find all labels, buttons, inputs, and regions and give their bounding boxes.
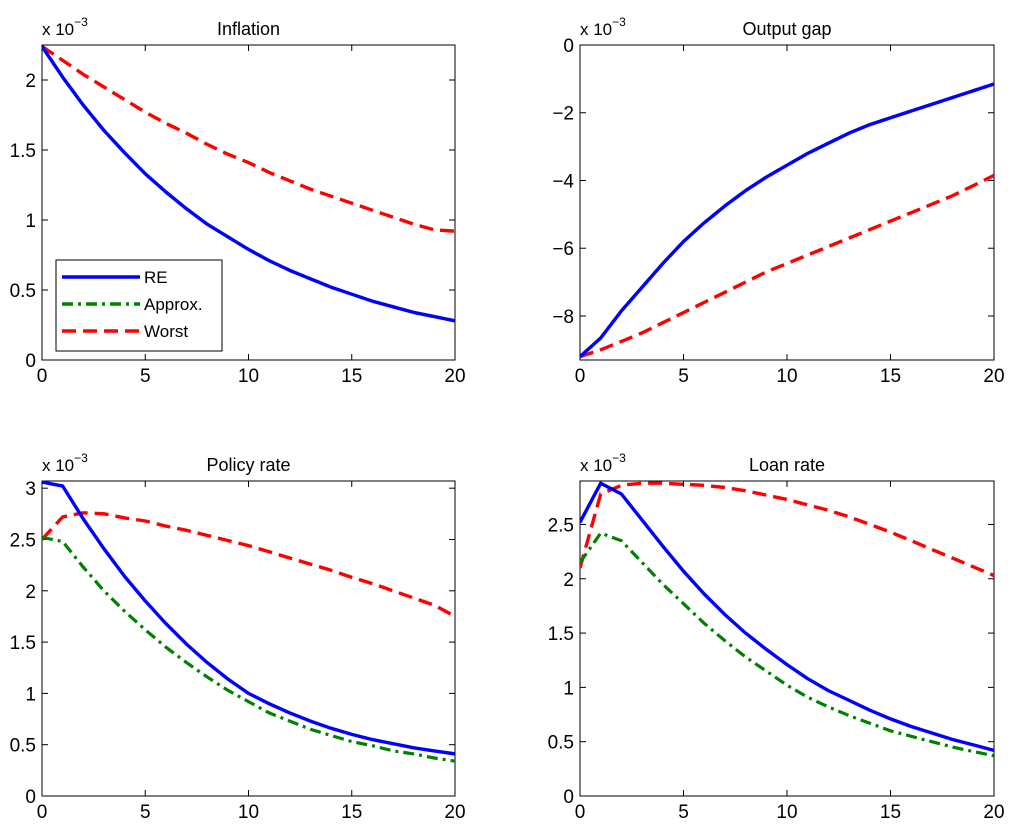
series-layer: [580, 82, 994, 359]
series-line-re: [580, 82, 994, 358]
plot-frame: [579, 480, 995, 797]
y-tick-label: 0: [25, 351, 36, 372]
chart-panel-inflation: 0 5 10 15 20 0 0.5 1 1.5 2 Inflation x 10−3 RE Approx…: [10, 15, 466, 387]
x-tick-label: 5: [678, 366, 689, 387]
x-tick-label: 15: [880, 802, 901, 823]
y-tick-label: 3: [25, 479, 36, 500]
x-tick-label: 5: [140, 366, 151, 387]
series-line-re: [580, 481, 994, 753]
y-tick-label: 1: [563, 678, 574, 699]
y-tick-label: 2: [25, 71, 36, 92]
series-line-approx: [42, 535, 455, 763]
series-line-worst: [42, 511, 455, 618]
y-tick-label: 0: [25, 787, 36, 808]
legend: RE Approx. Worst: [55, 259, 223, 352]
x-tick-label: 20: [983, 802, 1004, 823]
x-tick-label: 0: [37, 802, 48, 823]
y-scale-multiplier: x 10−3: [42, 451, 88, 475]
legend-label: Worst: [144, 322, 188, 341]
x-tick-label: 10: [776, 802, 797, 823]
series-line-re: [42, 480, 455, 756]
y-tick-label: −2: [552, 104, 574, 125]
chart-title: Loan rate: [749, 455, 825, 475]
series-layer: [42, 480, 455, 763]
chart-panel-loan-rate: 0 5 10 15 20 0 0.5 1 1.5 2 2.5 Loan rate x 10−3: [548, 451, 1005, 823]
y-tick-label: 2.5: [10, 530, 36, 551]
series-layer: [42, 44, 455, 323]
x-tick-label: 15: [341, 802, 362, 823]
series-line-worst: [580, 481, 994, 578]
chart-title: Inflation: [217, 19, 280, 39]
y-tick-label: 2: [563, 570, 574, 591]
x-tick-label: 5: [140, 802, 151, 823]
chart-panel-output-gap: 0 5 10 15 20 −8 −6 −4 −2 0 Output gap x 10−3: [552, 15, 1004, 387]
series-line-worst: [580, 173, 994, 359]
y-tick-label: 2.5: [548, 515, 574, 536]
chart-title: Output gap: [742, 19, 831, 39]
x-tick-label: 0: [575, 802, 586, 823]
y-scale-multiplier: x 10−3: [42, 15, 88, 39]
x-tick-label: 0: [37, 366, 48, 387]
plot-frame: [41, 480, 456, 797]
chart-panel-policy-rate: 0 5 10 15 20 0 0.5 1 1.5 2 2.5 3 Policy rate x 10−3: [10, 451, 466, 823]
y-scale-multiplier: x 10−3: [580, 15, 626, 39]
series-line-re: [42, 45, 455, 323]
x-tick-label: 0: [575, 366, 586, 387]
chart-title: Policy rate: [206, 455, 290, 475]
y-tick-label: 1.5: [548, 624, 574, 645]
y-tick-label: 0.5: [10, 736, 36, 757]
y-tick-label: 2: [25, 582, 36, 603]
series-line-approx: [580, 531, 994, 758]
y-tick-label: −6: [552, 239, 574, 260]
y-tick-label: 0: [563, 36, 574, 57]
x-tick-label: 5: [678, 802, 689, 823]
series-layer: [580, 481, 994, 758]
y-tick-label: 1: [25, 684, 36, 705]
x-tick-label: 20: [444, 802, 465, 823]
x-tick-label: 10: [238, 366, 259, 387]
y-scale-multiplier: x 10−3: [580, 451, 626, 475]
y-tick-label: 1.5: [10, 633, 36, 654]
legend-label: Approx.: [144, 295, 203, 314]
y-tick-label: 0: [563, 787, 574, 808]
x-tick-label: 15: [341, 366, 362, 387]
series-line-approx: [580, 82, 994, 358]
y-tick-label: −8: [552, 307, 574, 328]
x-tick-label: 10: [238, 802, 259, 823]
y-tick-label: 0.5: [10, 281, 36, 302]
y-tick-label: 1.5: [10, 141, 36, 162]
y-tick-label: 0.5: [548, 733, 574, 754]
x-tick-label: 20: [444, 366, 465, 387]
legend-label: RE: [144, 268, 168, 287]
x-tick-label: 15: [880, 366, 901, 387]
y-tick-label: 1: [25, 211, 36, 232]
series-line-worst: [42, 44, 455, 233]
y-tick-label: −4: [552, 171, 574, 192]
x-tick-label: 20: [983, 366, 1004, 387]
x-tick-label: 10: [776, 366, 797, 387]
